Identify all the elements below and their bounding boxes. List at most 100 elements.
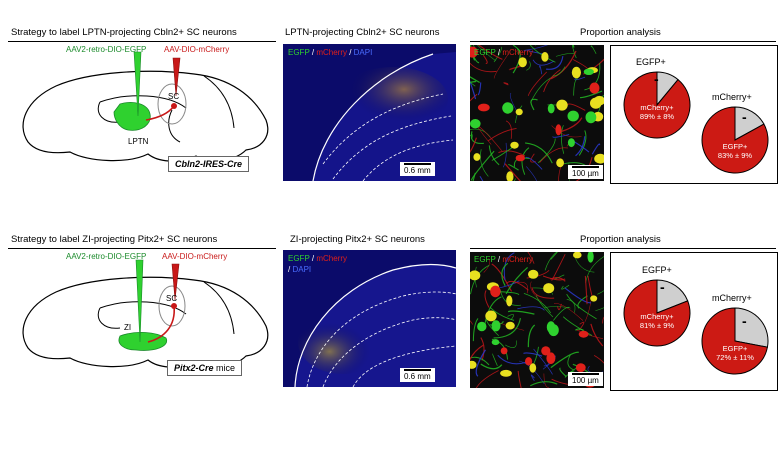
section-image bbox=[283, 44, 456, 181]
fiber bbox=[530, 381, 558, 387]
fiber bbox=[470, 93, 478, 102]
scale-bar-line bbox=[572, 166, 599, 168]
fiber bbox=[550, 50, 577, 80]
cell-body bbox=[470, 119, 481, 129]
proportion-title: Proportion analysis bbox=[580, 234, 661, 245]
fiber bbox=[470, 137, 478, 153]
cell-body bbox=[585, 111, 597, 124]
section-scale-bar: 0.6 mm bbox=[400, 162, 435, 176]
section-title: ZI-projecting Pitx2+ SC neurons bbox=[290, 234, 425, 245]
fiber bbox=[554, 274, 565, 280]
proportion-title: Proportion analysis bbox=[580, 27, 661, 38]
cell-body bbox=[477, 103, 490, 112]
fiber bbox=[530, 374, 535, 382]
fiber bbox=[597, 290, 604, 295]
fiber bbox=[489, 307, 515, 321]
cell-body bbox=[505, 321, 515, 330]
cell-body bbox=[500, 347, 508, 355]
fiber bbox=[537, 138, 556, 164]
stain-dapi: DAPI bbox=[292, 265, 312, 274]
conf-mcherry: mCherry bbox=[502, 255, 533, 264]
fiber bbox=[553, 303, 584, 321]
fiber bbox=[573, 77, 579, 96]
pie2-text-b: 72% ± 11% bbox=[716, 353, 754, 362]
pie2-text-a: EGFP+ bbox=[722, 142, 748, 151]
cell-body bbox=[491, 320, 501, 332]
fiber bbox=[552, 133, 570, 138]
fiber bbox=[479, 175, 484, 181]
fiber bbox=[487, 128, 517, 142]
pie2-text-b: 83% ± 9% bbox=[717, 151, 753, 160]
fiber bbox=[575, 329, 604, 339]
confocal-svg bbox=[470, 45, 604, 181]
cell-body bbox=[571, 66, 581, 79]
fiber bbox=[480, 337, 485, 361]
fiber bbox=[584, 297, 592, 322]
section-scale-label: 0.6 mm bbox=[404, 371, 431, 381]
pie2-dash: - bbox=[742, 313, 747, 329]
stain-legend: EGFP / mCherry / DAPI bbox=[288, 48, 372, 57]
pie1-text-a: mCherry+ bbox=[640, 103, 674, 112]
fiber bbox=[579, 90, 603, 99]
fiber bbox=[523, 352, 543, 357]
fiber bbox=[491, 145, 515, 161]
fiber bbox=[470, 344, 484, 362]
fiber bbox=[505, 340, 517, 348]
fiber bbox=[480, 149, 489, 177]
header-rule bbox=[8, 41, 276, 42]
fiber bbox=[470, 81, 476, 87]
fiber bbox=[536, 295, 554, 318]
target-label: ZI bbox=[124, 323, 132, 332]
pie2-text: EGFP+ 83% ± 9% bbox=[700, 142, 770, 160]
cell-body bbox=[491, 339, 500, 346]
fiber bbox=[488, 145, 500, 166]
confocal-svg bbox=[470, 252, 604, 388]
fiber bbox=[472, 318, 479, 342]
fiber bbox=[572, 45, 575, 48]
cell-body bbox=[541, 346, 551, 356]
fiber bbox=[550, 252, 558, 260]
fiber bbox=[593, 355, 604, 364]
fiber bbox=[517, 370, 522, 388]
cell-body bbox=[477, 321, 487, 332]
section-title: LPTN-projecting Cbln2+ SC neurons bbox=[285, 27, 440, 38]
cre-line-suffix: mice bbox=[213, 363, 236, 373]
fiber bbox=[526, 270, 550, 279]
fiber bbox=[566, 103, 586, 111]
fiber bbox=[551, 253, 566, 281]
cell-body bbox=[529, 363, 537, 373]
pie2-chart bbox=[701, 106, 769, 174]
fiber bbox=[503, 142, 507, 168]
cell-body bbox=[470, 270, 481, 281]
confocal-image bbox=[470, 252, 604, 388]
cell-body bbox=[555, 124, 562, 136]
stain-sep-1: / bbox=[309, 48, 317, 57]
cell-body bbox=[506, 295, 513, 307]
fiber bbox=[602, 316, 604, 324]
fiber bbox=[590, 45, 597, 54]
fiber bbox=[571, 45, 577, 59]
fiber bbox=[585, 256, 604, 284]
section-svg bbox=[283, 250, 456, 387]
header-rule bbox=[470, 248, 776, 249]
cre-line-box: Cbln2-IRES-Cre bbox=[168, 156, 250, 172]
cell-body bbox=[528, 269, 539, 279]
fiber bbox=[475, 349, 487, 377]
fiber bbox=[521, 147, 530, 175]
fiber bbox=[530, 281, 543, 303]
virus-right-label: AAV-DIO-mCherry bbox=[162, 252, 228, 261]
section-svg bbox=[283, 44, 456, 181]
pie-slice-red bbox=[623, 279, 691, 347]
fiber bbox=[590, 323, 604, 347]
pie2-text-a: EGFP+ bbox=[722, 344, 748, 353]
fiber bbox=[559, 367, 567, 377]
conf-sep: / bbox=[495, 48, 503, 57]
cell-body bbox=[502, 102, 514, 114]
fiber bbox=[470, 131, 484, 145]
fiber bbox=[539, 147, 568, 163]
confocal-scale-bar: 100 µm bbox=[568, 372, 603, 386]
fiber bbox=[527, 324, 536, 348]
fiber bbox=[566, 299, 576, 313]
stain-legend: EGFP / mCherry / DAPI bbox=[288, 253, 378, 275]
pie1-chart bbox=[623, 71, 691, 139]
